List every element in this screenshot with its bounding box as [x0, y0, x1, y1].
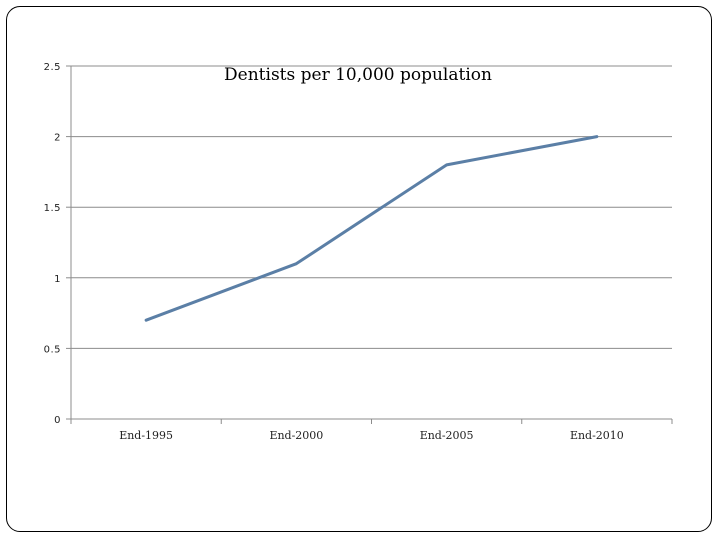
y-tick-label: 2 — [54, 133, 61, 144]
x-tick-label: End-1995 — [119, 429, 173, 442]
slide-frame — [6, 6, 712, 532]
data-point — [446, 164, 448, 166]
y-tick-label: 0.5 — [44, 344, 61, 355]
data-point — [596, 136, 598, 138]
y-tick-labels: 0 0.5 1 1.5 2 2.5 — [44, 62, 61, 426]
data-point — [295, 263, 297, 265]
y-tick-label: 1.5 — [44, 203, 61, 214]
y-tick-label: 0 — [54, 415, 61, 426]
series-line — [144, 135, 599, 322]
y-tick-label: 2.5 — [44, 62, 61, 73]
x-tick-labels: End-1995 End-2000 End-2005 End-2010 — [119, 429, 624, 442]
gridlines — [71, 65, 672, 349]
axes — [66, 65, 673, 424]
y-tick-label: 1 — [54, 274, 61, 285]
chart-title: Dentists per 10,000 population — [224, 65, 492, 85]
x-tick-label: End-2010 — [570, 429, 624, 442]
x-tick-label: End-2005 — [420, 429, 474, 442]
x-tick-label: End-2000 — [269, 429, 323, 442]
series-lines — [144, 135, 599, 322]
data-point — [145, 319, 147, 321]
